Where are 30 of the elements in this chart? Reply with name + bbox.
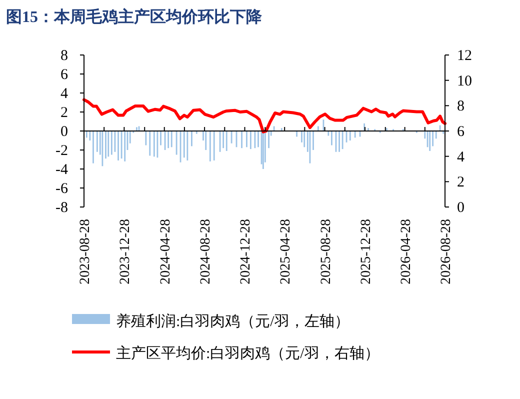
x-tick-label: 2026-04-28 [398, 219, 414, 284]
x-tick-label: 2023-08-28 [78, 219, 93, 284]
x-tick-label: 2023-12-28 [118, 219, 134, 284]
y2-tick-label: 10 [457, 73, 472, 90]
y-tick-label: -2 [56, 143, 68, 159]
y2-tick-label: 4 [457, 149, 465, 166]
y2-tick-label: 12 [457, 48, 472, 64]
x-tick-label: 2025-04-28 [278, 219, 294, 284]
x-tick-label: 2025-12-28 [358, 219, 374, 284]
x-tick-label: 2026-08-28 [439, 219, 454, 284]
y-tick-label: -8 [56, 200, 68, 216]
x-tick-label: 2024-12-28 [238, 219, 254, 284]
x-tick-label: 2024-04-28 [158, 219, 174, 284]
y-tick-label: 2 [60, 105, 68, 121]
legend-label: 主产区平均价:白羽肉鸡（元/羽，右轴） [116, 345, 380, 362]
chart-title: 图15：本周毛鸡主产区均价环比下降 [6, 7, 263, 26]
y-tick-label: -4 [56, 162, 68, 178]
y-tick-label: -6 [56, 181, 68, 197]
x-tick-label: 2024-08-28 [198, 219, 214, 284]
y-tick-label: 6 [60, 67, 68, 83]
y2-tick-label: 6 [457, 124, 465, 140]
y-tick-label: 4 [60, 86, 68, 102]
x-tick-label: 2025-08-28 [318, 219, 334, 284]
legend-label: 养殖利润:白羽肉鸡（元/羽，左轴） [116, 313, 350, 330]
y2-tick-label: 0 [457, 200, 464, 216]
y-tick-label: 8 [60, 48, 68, 64]
y-tick-label: 0 [60, 124, 68, 140]
y2-tick-label: 8 [457, 98, 464, 115]
line-series [82, 98, 446, 134]
y2-tick-label: 2 [457, 174, 464, 191]
